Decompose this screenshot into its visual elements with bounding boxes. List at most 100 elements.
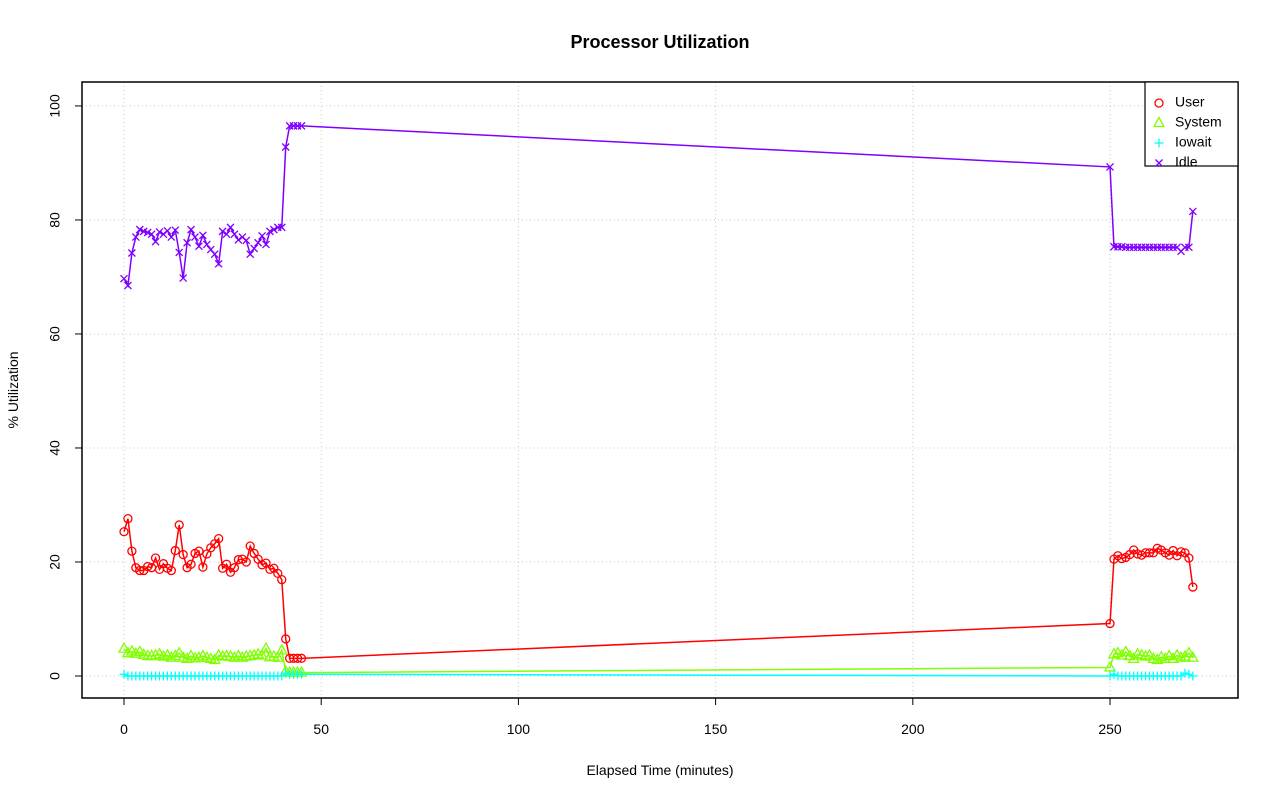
point — [198, 231, 207, 240]
point — [149, 648, 162, 660]
point — [1103, 660, 1117, 672]
point — [1188, 207, 1197, 216]
point — [236, 650, 249, 662]
point — [127, 249, 136, 257]
point — [147, 230, 156, 239]
point — [258, 231, 267, 240]
point — [275, 643, 288, 655]
point — [170, 545, 180, 556]
point — [167, 233, 176, 242]
point — [214, 259, 223, 268]
point — [166, 565, 176, 576]
point — [117, 641, 131, 653]
point — [1144, 548, 1155, 558]
legend-label: System — [1175, 114, 1222, 130]
x-tick-label: 0 — [120, 721, 128, 737]
point — [1159, 652, 1172, 664]
point — [1178, 649, 1192, 661]
point — [194, 242, 203, 251]
point — [254, 238, 263, 247]
point — [1115, 648, 1128, 660]
point — [259, 641, 273, 653]
y-tick-label: 80 — [47, 212, 63, 228]
point — [191, 233, 199, 242]
point — [1184, 553, 1194, 563]
point — [218, 227, 227, 236]
x-tick-label: 50 — [313, 721, 329, 737]
point — [1184, 243, 1193, 252]
point — [277, 223, 286, 232]
point — [1176, 547, 1186, 557]
point — [1184, 669, 1194, 679]
point — [248, 648, 261, 660]
point — [131, 233, 140, 242]
legend-label: Idle — [1175, 154, 1198, 170]
point — [262, 240, 270, 249]
point — [271, 650, 284, 662]
point — [277, 575, 287, 585]
point — [151, 237, 160, 246]
point — [143, 561, 153, 572]
point — [171, 226, 180, 235]
point — [135, 225, 144, 234]
point — [127, 546, 137, 556]
chart-title: Processor Utilization — [570, 32, 749, 52]
point — [175, 248, 184, 257]
point — [155, 227, 164, 236]
legend-label: User — [1175, 94, 1205, 110]
point — [1188, 582, 1198, 592]
legend-marker — [1154, 138, 1164, 148]
legend-label: Iowait — [1175, 134, 1212, 150]
point — [1105, 671, 1115, 681]
point — [173, 646, 186, 658]
point — [198, 562, 208, 572]
point — [281, 634, 291, 644]
y-tick-label: 20 — [47, 554, 63, 570]
x-tick-label: 150 — [704, 721, 728, 737]
point — [281, 668, 291, 678]
x-tick-label: 100 — [507, 721, 531, 737]
point — [169, 649, 182, 661]
point — [163, 226, 172, 235]
point — [241, 557, 251, 567]
point — [229, 563, 240, 573]
point — [202, 240, 211, 249]
point — [1151, 653, 1164, 665]
point — [226, 223, 235, 232]
x-tick-label: 250 — [1098, 721, 1122, 737]
point — [183, 238, 192, 247]
point — [1117, 553, 1127, 564]
point — [1106, 162, 1114, 171]
point — [230, 230, 239, 239]
point — [255, 648, 269, 660]
point — [181, 652, 194, 664]
point — [179, 274, 188, 283]
point — [157, 649, 170, 661]
plot-frame — [81, 81, 1239, 699]
x-axis-label: Elapsed Time (minutes) — [586, 762, 733, 778]
point — [178, 549, 188, 560]
legend-marker — [1155, 159, 1163, 167]
point — [221, 559, 232, 569]
point — [143, 228, 152, 237]
point — [174, 520, 184, 530]
point — [120, 274, 128, 283]
point — [1180, 668, 1190, 678]
point — [245, 541, 255, 551]
point — [297, 121, 306, 130]
y-tick-label: 0 — [47, 672, 63, 680]
point — [1182, 646, 1196, 658]
point — [187, 225, 196, 234]
point — [121, 646, 135, 658]
point — [1139, 649, 1152, 661]
point — [1105, 618, 1115, 629]
series-line — [123, 518, 1194, 660]
point — [214, 533, 224, 544]
point — [192, 650, 206, 662]
y-tick-label: 40 — [47, 440, 63, 456]
legend-box — [1144, 81, 1239, 167]
point — [194, 546, 204, 556]
point — [119, 669, 129, 679]
x-tick-label: 200 — [901, 721, 925, 737]
point — [1119, 645, 1132, 657]
